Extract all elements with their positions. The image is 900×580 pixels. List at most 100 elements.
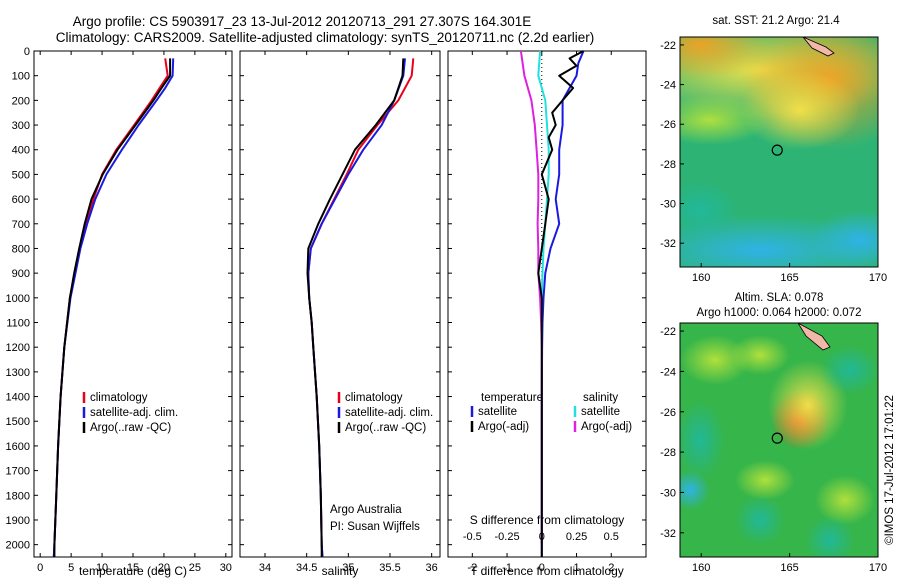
depth-tick-label: 200: [12, 95, 30, 107]
difference-series: [519, 50, 585, 557]
x-tick-label: 20: [158, 562, 170, 574]
salinity-axes-frame: [239, 50, 441, 558]
lon-tick-label: 165: [780, 272, 798, 284]
x-tick-label: 10: [96, 562, 108, 574]
x-tick-label: 0: [539, 562, 545, 574]
sst-map-title: sat. SST: 21.2 Argo: 21.4: [712, 15, 840, 27]
sla-map-title-1: Altim. SLA: 0.078: [735, 292, 824, 304]
legend-label: Argo(-adj): [478, 421, 529, 433]
x-tick-label: 25: [189, 562, 201, 574]
lat-tick-label: -30: [660, 199, 676, 211]
lon-tick-label: 170: [869, 272, 887, 284]
lon-tick-label: 160: [692, 562, 710, 574]
legend-label: satellite: [478, 406, 517, 418]
legend-label: satellite-adj. clim.: [90, 407, 178, 419]
temperature-profile-panel: 0100200300400500600700800900100011001200…: [6, 46, 233, 578]
temperature-legend: climatology satellite-adj. clim. Argo(..ra…: [82, 392, 178, 434]
s-tick-label: 0: [539, 531, 545, 543]
temperature-series: [52, 58, 175, 558]
legend-label: Argo(..raw -QC): [345, 422, 426, 434]
temperature-xlabel: temperature (deg C): [79, 564, 187, 578]
temperature-axis: 0 5 10 15 20 25 30: [37, 51, 232, 574]
depth-tick-label: 0: [24, 46, 30, 58]
depth-tick-label: 300: [12, 120, 30, 132]
salinity-legend: climatology satellite-adj. clim. Argo(..ra…: [337, 392, 433, 434]
difference-axes-frame: [447, 50, 647, 558]
imos-timestamp: ©IMOS 17-Jul-2012 17:01:22: [884, 395, 896, 545]
x-tick-label: 5: [68, 562, 74, 574]
depth-tick-label: 600: [12, 194, 30, 206]
sla-map-frame: [679, 322, 879, 558]
depth-tick-label: 1600: [6, 441, 30, 453]
depth-tick-label: 1200: [6, 342, 30, 354]
x-tick-label: 34.5: [296, 562, 317, 574]
series-line-climatology: [307, 58, 415, 558]
x-tick-label: 36: [426, 562, 438, 574]
depth-tick-label: 1900: [6, 515, 30, 527]
depth-tick-label: 700: [12, 219, 30, 231]
lat-tick-label: -32: [660, 528, 676, 540]
legend-label: Argo(-adj): [581, 421, 632, 433]
s-difference-ticks: -0.5 -0.25 0 0.25 0.5: [463, 531, 619, 543]
depth-tick-label: 500: [12, 169, 30, 181]
t-difference-xlabel: T difference from climatology: [470, 564, 624, 578]
salinity-series: [306, 58, 415, 558]
x-tick-label: 34: [259, 562, 271, 574]
s-tick-label: -0.5: [463, 531, 482, 543]
x-tick-label: 1: [573, 562, 579, 574]
sst-map-panel: sat. SST: 21.2 Argo: 21.4 160 165 170 -22 -2…: [660, 15, 887, 284]
lat-tick-label: -26: [660, 407, 676, 419]
salinity-xlabel: salinity: [322, 564, 359, 578]
sla-heatmap: [680, 323, 878, 557]
lat-tick-label: -22: [660, 326, 676, 338]
x-tick-label: 35.5: [379, 562, 400, 574]
series-line-satellite: [307, 58, 406, 558]
salinity-depth-ticks: [240, 50, 440, 546]
legend-label: climatology: [90, 392, 148, 404]
difference-panel: -2 -1 0 1 2 T difference from climatology S …: [447, 50, 647, 578]
x-tick-label: 30: [220, 562, 232, 574]
sla-map-axes: 160 165 170 -22 -24 -26 -28 -30 -32: [660, 326, 887, 574]
pi-label: PI: Susan Wijffels: [330, 521, 420, 533]
argo-float-marker-sla: [771, 432, 783, 444]
series-line-argo_salinity_diff: [519, 50, 543, 545]
x-tick-label: -2: [467, 562, 477, 574]
difference-depth-ticks: [448, 50, 646, 546]
sst-heatmap: [680, 37, 878, 267]
sla-map-title-2: Argo h1000: 0.064 h2000: 0.072: [697, 307, 862, 319]
series-line-argo: [53, 58, 172, 557]
depth-tick-label: 2000: [6, 540, 30, 552]
lat-tick-label: -26: [660, 119, 676, 131]
depth-tick-label: 1700: [6, 466, 30, 478]
lat-tick-label: -32: [660, 238, 676, 250]
x-tick-label: 35: [342, 562, 354, 574]
salinity-axis: 34 34.5 35 35.5 36: [259, 51, 438, 574]
depth-tick-label: 900: [12, 268, 30, 280]
depth-tick-label: 1100: [6, 318, 30, 330]
sst-map-axes: 160 165 170 -22 -24 -26 -28 -30 -32: [660, 40, 887, 284]
legend-label: Argo(..raw -QC): [90, 422, 171, 434]
lon-tick-label: 165: [780, 562, 798, 574]
lat-tick-label: -24: [660, 80, 676, 92]
depth-tick-label: 1300: [6, 367, 30, 379]
depth-tick-label: 800: [12, 243, 30, 255]
legend-label: satellite: [581, 406, 620, 418]
lat-tick-label: -30: [660, 487, 676, 499]
x-tick-label: -1: [502, 562, 512, 574]
lat-tick-label: -22: [660, 40, 676, 52]
argo-float-marker: [771, 144, 783, 156]
lon-tick-label: 160: [692, 272, 710, 284]
s-difference-label: S difference from climatology: [470, 513, 625, 527]
x-tick-label: 2: [608, 562, 614, 574]
s-tick-label: -0.25: [495, 531, 520, 543]
sst-map-frame: [679, 36, 879, 268]
series-line-argo: [537, 50, 584, 557]
lat-tick-label: -24: [660, 366, 676, 378]
series-line-climatology: [52, 58, 169, 558]
series-line-satellite: [52, 58, 175, 558]
depth-axis: 0 100 200 300 400 500 600 700 800 900 1000 1100 1200…: [6, 46, 232, 552]
depth-tick-label: 1500: [6, 416, 30, 428]
legend-label: climatology: [345, 392, 403, 404]
x-tick-label: 15: [127, 562, 139, 574]
